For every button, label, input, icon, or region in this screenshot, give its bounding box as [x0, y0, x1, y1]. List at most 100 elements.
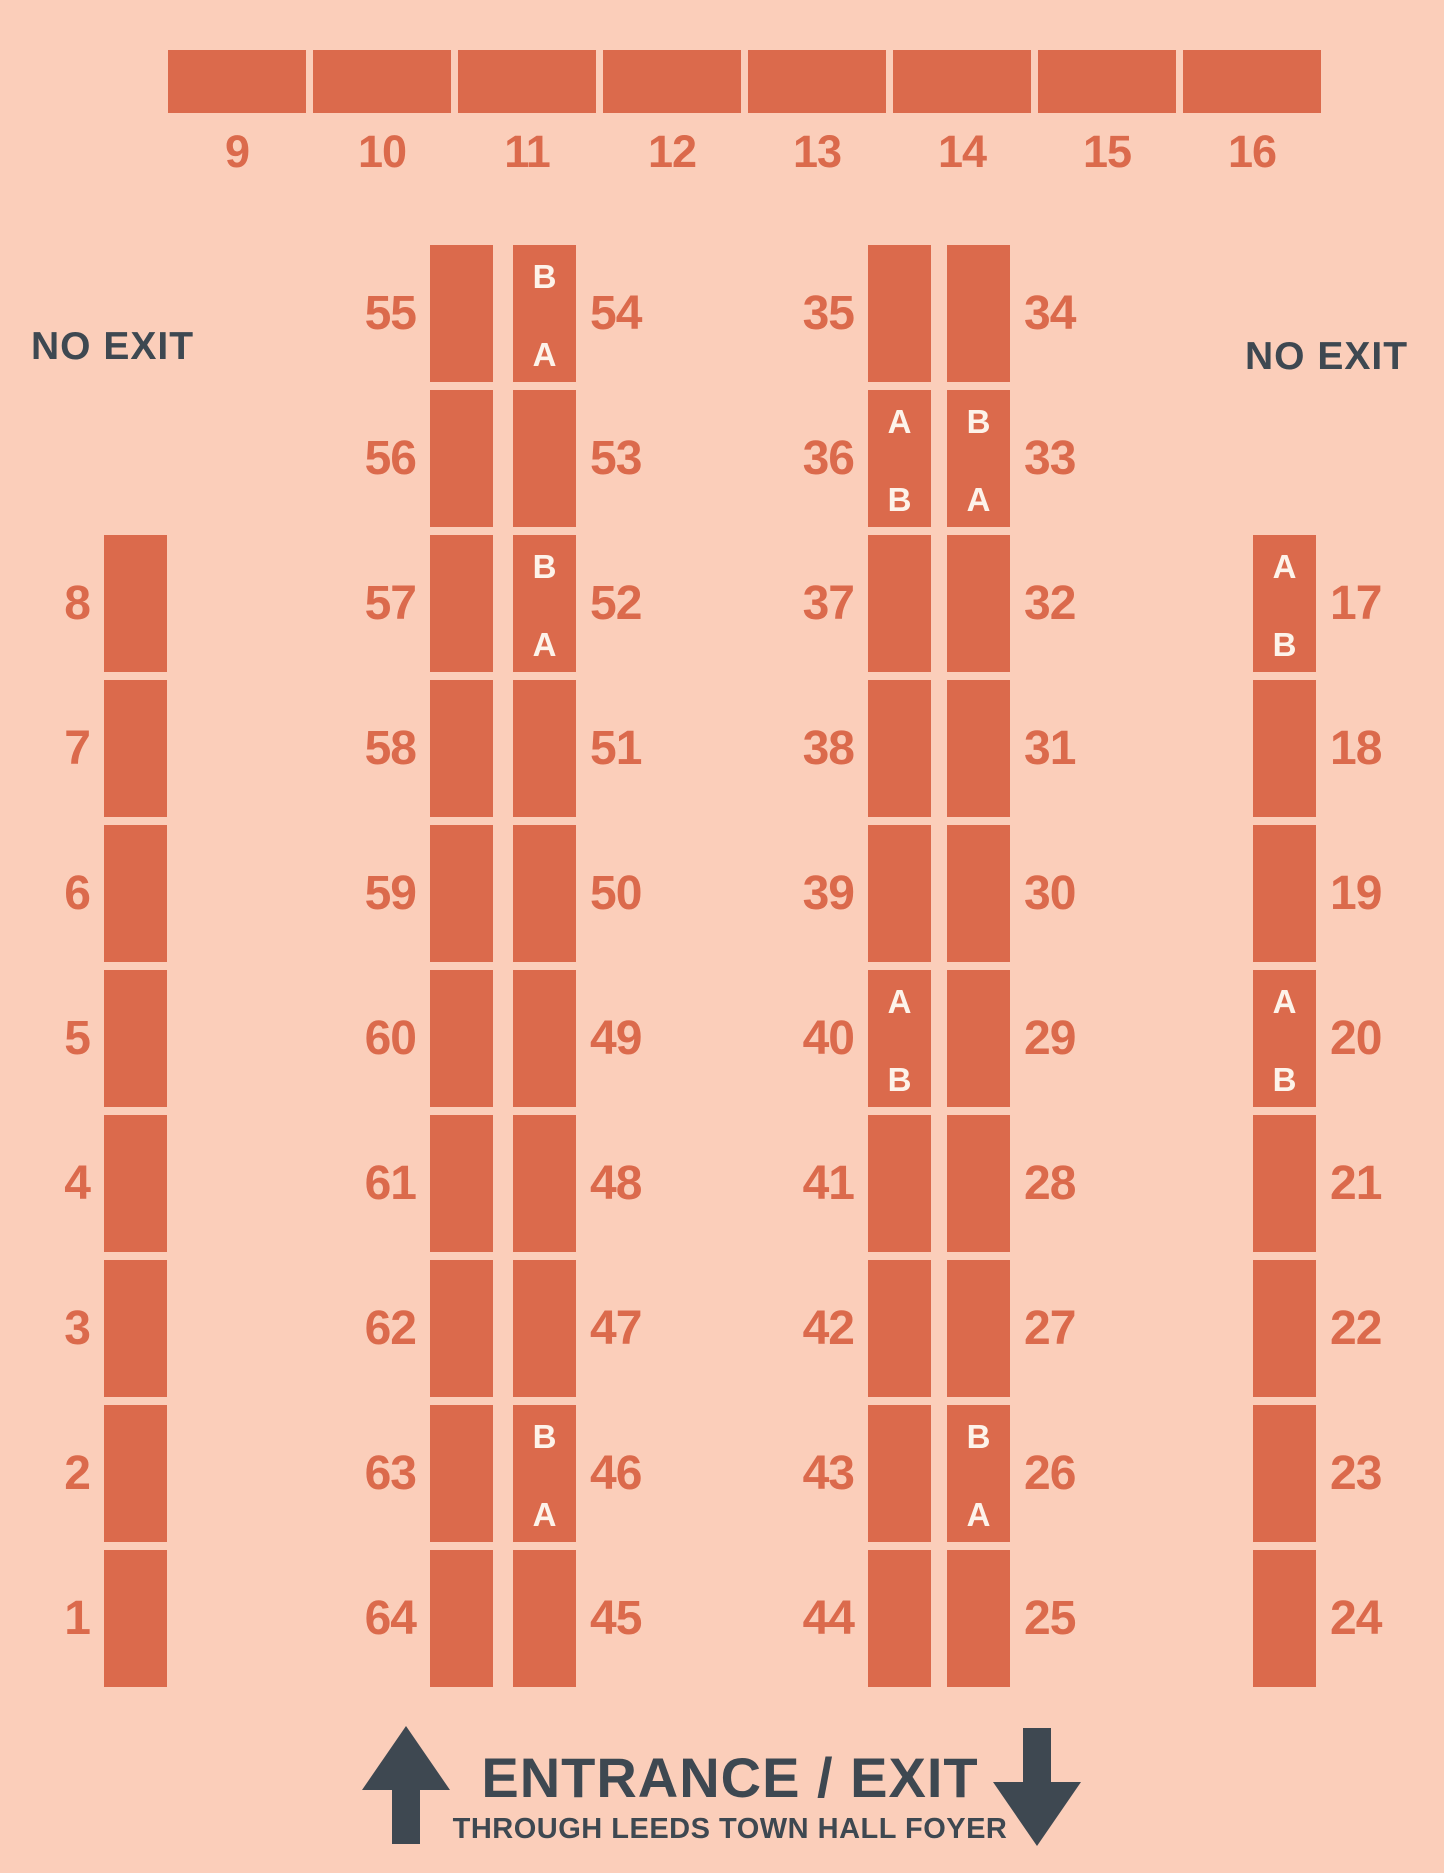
top-stall-strip: 9 10 11 12 13 14 15 16 — [168, 50, 1321, 174]
stall-number-60: 60 — [364, 1011, 417, 1065]
stall-row-33: B A 33 — [947, 390, 1102, 527]
stall-number-36: 36 — [802, 431, 855, 485]
stall-number-57: 57 — [364, 576, 417, 630]
stall-block-30 — [947, 825, 1010, 962]
stall-row-28: 28 — [947, 1115, 1102, 1252]
stall-row-45: 45 — [513, 1550, 668, 1687]
stall-row-23: 23 — [1253, 1405, 1408, 1542]
stall-number-6: 6 — [64, 866, 91, 920]
stall-row-1: 1 — [16, 1550, 167, 1687]
stall-row-27: 27 — [947, 1260, 1102, 1397]
stall-block-7 — [104, 680, 167, 817]
stall-block-6 — [104, 825, 167, 962]
stall-block-10 — [313, 50, 451, 113]
stall-block-59 — [430, 825, 493, 962]
stall-40-section-a-label: A — [887, 983, 912, 1020]
stall-number-14: 14 — [937, 126, 987, 177]
stall-row-26: B A 26 — [947, 1405, 1102, 1542]
stall-row-37: 37 — [780, 535, 931, 672]
stall-row-7: 7 — [16, 680, 167, 817]
stall-row-32: 32 — [947, 535, 1102, 672]
stall-number-54: 54 — [590, 286, 642, 340]
stall-number-9: 9 — [224, 126, 250, 177]
stall-number-51: 51 — [590, 721, 642, 775]
stall-row-31: 31 — [947, 680, 1102, 817]
stall-row-2: 2 — [16, 1405, 167, 1542]
stall-number-38: 38 — [802, 721, 855, 775]
stall-row-61: 61 — [342, 1115, 493, 1252]
stall-number-25: 25 — [1024, 1591, 1076, 1645]
stall-row-48: 48 — [513, 1115, 668, 1252]
stall-36-section-b-label: B — [887, 481, 912, 518]
stall-46-section-b-label: B — [532, 1418, 557, 1455]
stall-row-35: 35 — [780, 245, 931, 382]
stall-row-56: 56 — [342, 390, 493, 527]
stall-number-24: 24 — [1330, 1591, 1382, 1645]
stall-20-section-b-label: B — [1272, 1061, 1297, 1098]
stall-row-63: 63 — [342, 1405, 493, 1542]
stall-number-64: 64 — [364, 1591, 417, 1645]
stall-number-48: 48 — [590, 1156, 642, 1210]
stall-number-50: 50 — [590, 866, 642, 920]
stall-row-21: 21 — [1253, 1115, 1408, 1252]
stall-40-section-b-label: B — [887, 1061, 912, 1098]
stall-row-11: 11 — [458, 50, 596, 174]
stall-number-7: 7 — [64, 721, 91, 775]
stall-number-49: 49 — [590, 1011, 642, 1065]
stall-number-1: 1 — [64, 1591, 91, 1645]
stall-36-section-a-label: A — [887, 403, 912, 440]
stall-number-58: 58 — [364, 721, 417, 775]
stall-row-49: 49 — [513, 970, 668, 1107]
stall-block-35 — [868, 245, 931, 382]
stall-row-20: A B 20 — [1253, 970, 1408, 1107]
no-exit-label-right: NO EXIT — [1245, 335, 1409, 378]
stall-46-section-a-label: A — [532, 1496, 557, 1533]
stall-block-45 — [513, 1550, 576, 1687]
stall-row-54: B A 54 — [513, 245, 668, 382]
stall-row-34: 34 — [947, 245, 1102, 382]
stall-row-19: 19 — [1253, 825, 1408, 962]
stall-block-57 — [430, 535, 493, 672]
stall-54-section-a-label: A — [532, 336, 557, 373]
stall-block-43 — [868, 1405, 931, 1542]
stall-33-section-b-label: B — [966, 403, 991, 440]
stall-26-section-b-label: B — [966, 1418, 991, 1455]
stall-number-45: 45 — [590, 1591, 642, 1645]
stall-number-32: 32 — [1024, 576, 1076, 630]
entrance-exit-title: ENTRANCE / EXIT — [481, 1746, 979, 1809]
stall-block-31 — [947, 680, 1010, 817]
stall-number-19: 19 — [1330, 866, 1382, 920]
no-exit-label-left: NO EXIT — [31, 325, 195, 368]
stall-block-4 — [104, 1115, 167, 1252]
stall-number-39: 39 — [802, 866, 855, 920]
stall-number-34: 34 — [1024, 286, 1076, 340]
stall-row-4: 4 — [16, 1115, 167, 1252]
stall-block-21 — [1253, 1115, 1316, 1252]
stall-row-43: 43 — [780, 1405, 931, 1542]
stall-number-20: 20 — [1330, 1011, 1382, 1065]
stall-row-12: 12 — [603, 50, 741, 174]
mid-left-aisle-east-column: B A 54 53 B A 52 51 50 49 48 47 B A 46 45 — [513, 245, 668, 1687]
entrance-exit-text: ENTRANCE / EXIT THROUGH LEEDS TOWN HALL … — [450, 1750, 1010, 1844]
stall-block-19 — [1253, 825, 1316, 962]
stall-number-2: 2 — [64, 1446, 91, 1500]
stall-row-55: 55 — [342, 245, 493, 382]
stall-number-43: 43 — [802, 1446, 855, 1500]
stall-number-59: 59 — [364, 866, 417, 920]
stall-number-29: 29 — [1024, 1011, 1076, 1065]
stall-number-52: 52 — [590, 576, 642, 630]
stall-26-section-a-label: A — [966, 1496, 991, 1533]
stall-number-53: 53 — [590, 431, 642, 485]
stall-number-17: 17 — [1330, 576, 1382, 630]
stall-number-27: 27 — [1024, 1301, 1076, 1355]
stall-number-11: 11 — [504, 126, 551, 177]
stall-block-50 — [513, 825, 576, 962]
stall-block-61 — [430, 1115, 493, 1252]
stall-row-42: 42 — [780, 1260, 931, 1397]
stall-row-60: 60 — [342, 970, 493, 1107]
stall-block-38 — [868, 680, 931, 817]
